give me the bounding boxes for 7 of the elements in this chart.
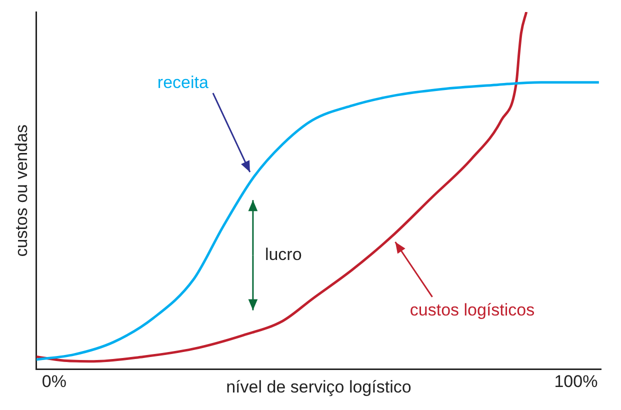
text: custos logísticos: [410, 300, 535, 320]
x-axis-title: nível de serviço logístico: [226, 377, 412, 396]
annotation: lucro: [264, 244, 302, 264]
x-tick-label: 100%: [554, 372, 598, 392]
text: receita: [157, 72, 210, 92]
x-tick-label: 0%: [42, 372, 66, 392]
y-axis-title: custos ou vendas: [12, 124, 31, 257]
